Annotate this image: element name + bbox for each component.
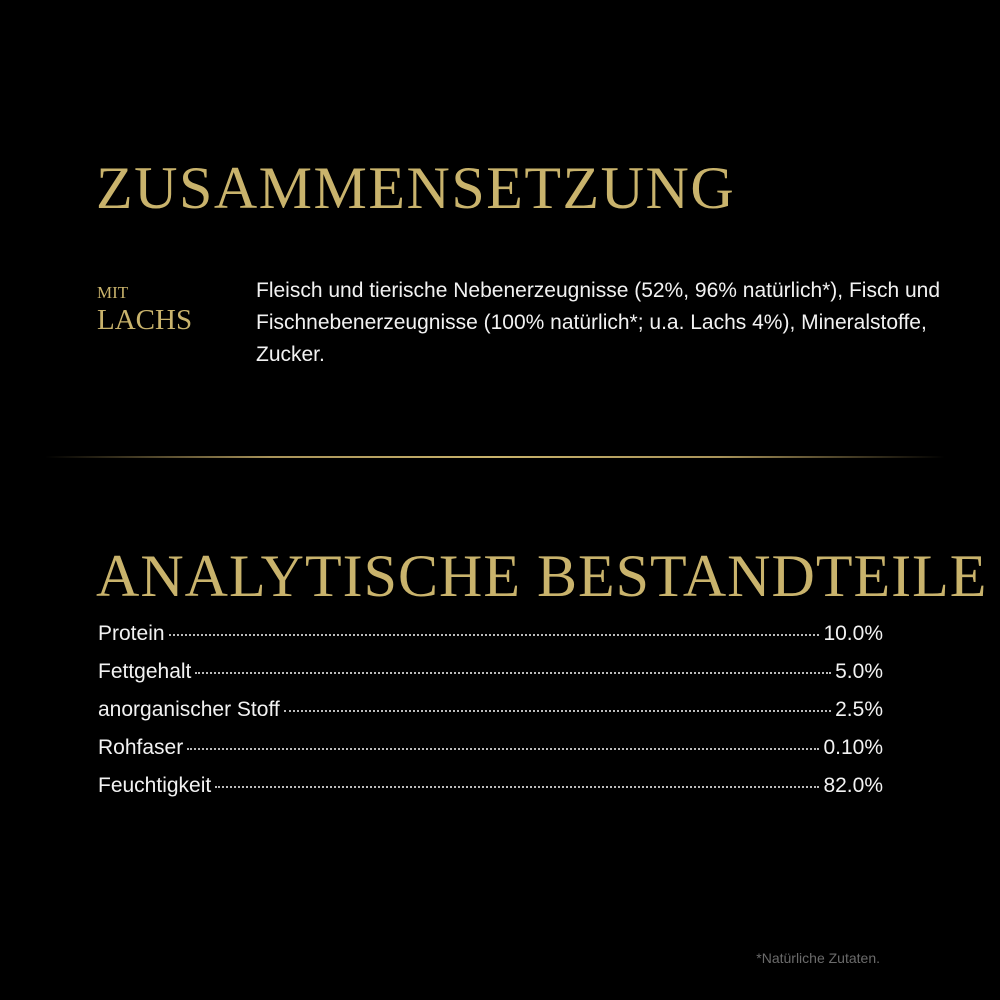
composition-title: ZUSAMMENSETZUNG: [96, 155, 736, 221]
row-label: Fettgehalt: [98, 660, 192, 683]
dot-leader: [283, 710, 832, 712]
analysis-row-moisture: Feuchtigkeit 82.0%: [98, 774, 883, 812]
ingredients-text: Fleisch und tierische Nebenerzeugnisse (…: [256, 279, 941, 366]
analysis-row-ash: anorganischer Stoff 2.5%: [98, 698, 883, 736]
analysis-title: ANALYTISCHE BESTANDTEILE: [96, 543, 988, 609]
analysis-table: Protein 10.0% Fettgehalt 5.0% anorganische…: [98, 622, 883, 812]
variant-name: LACHS: [97, 304, 193, 336]
row-label: Feuchtigkeit: [98, 774, 212, 797]
dot-leader: [168, 634, 820, 636]
analysis-row-fat: Fettgehalt 5.0%: [98, 660, 883, 698]
variant-prefix: MIT: [97, 283, 129, 302]
analysis-row-fiber: Rohfaser 0.10%: [98, 736, 883, 774]
gold-divider: [45, 456, 945, 458]
dot-leader: [187, 748, 820, 750]
analysis-row-protein: Protein 10.0%: [98, 622, 883, 660]
row-value: 5.0%: [835, 660, 883, 683]
row-label: anorganischer Stoff: [98, 698, 280, 721]
row-label: Rohfaser: [98, 736, 184, 759]
row-value: 0.10%: [823, 736, 883, 759]
dot-leader: [215, 786, 820, 788]
row-value: 10.0%: [823, 622, 883, 645]
row-value: 82.0%: [823, 774, 883, 797]
row-label: Protein: [98, 622, 165, 645]
footnote: *Natürliche Zutaten.: [756, 950, 880, 966]
dot-leader: [195, 672, 832, 674]
row-value: 2.5%: [835, 698, 883, 721]
